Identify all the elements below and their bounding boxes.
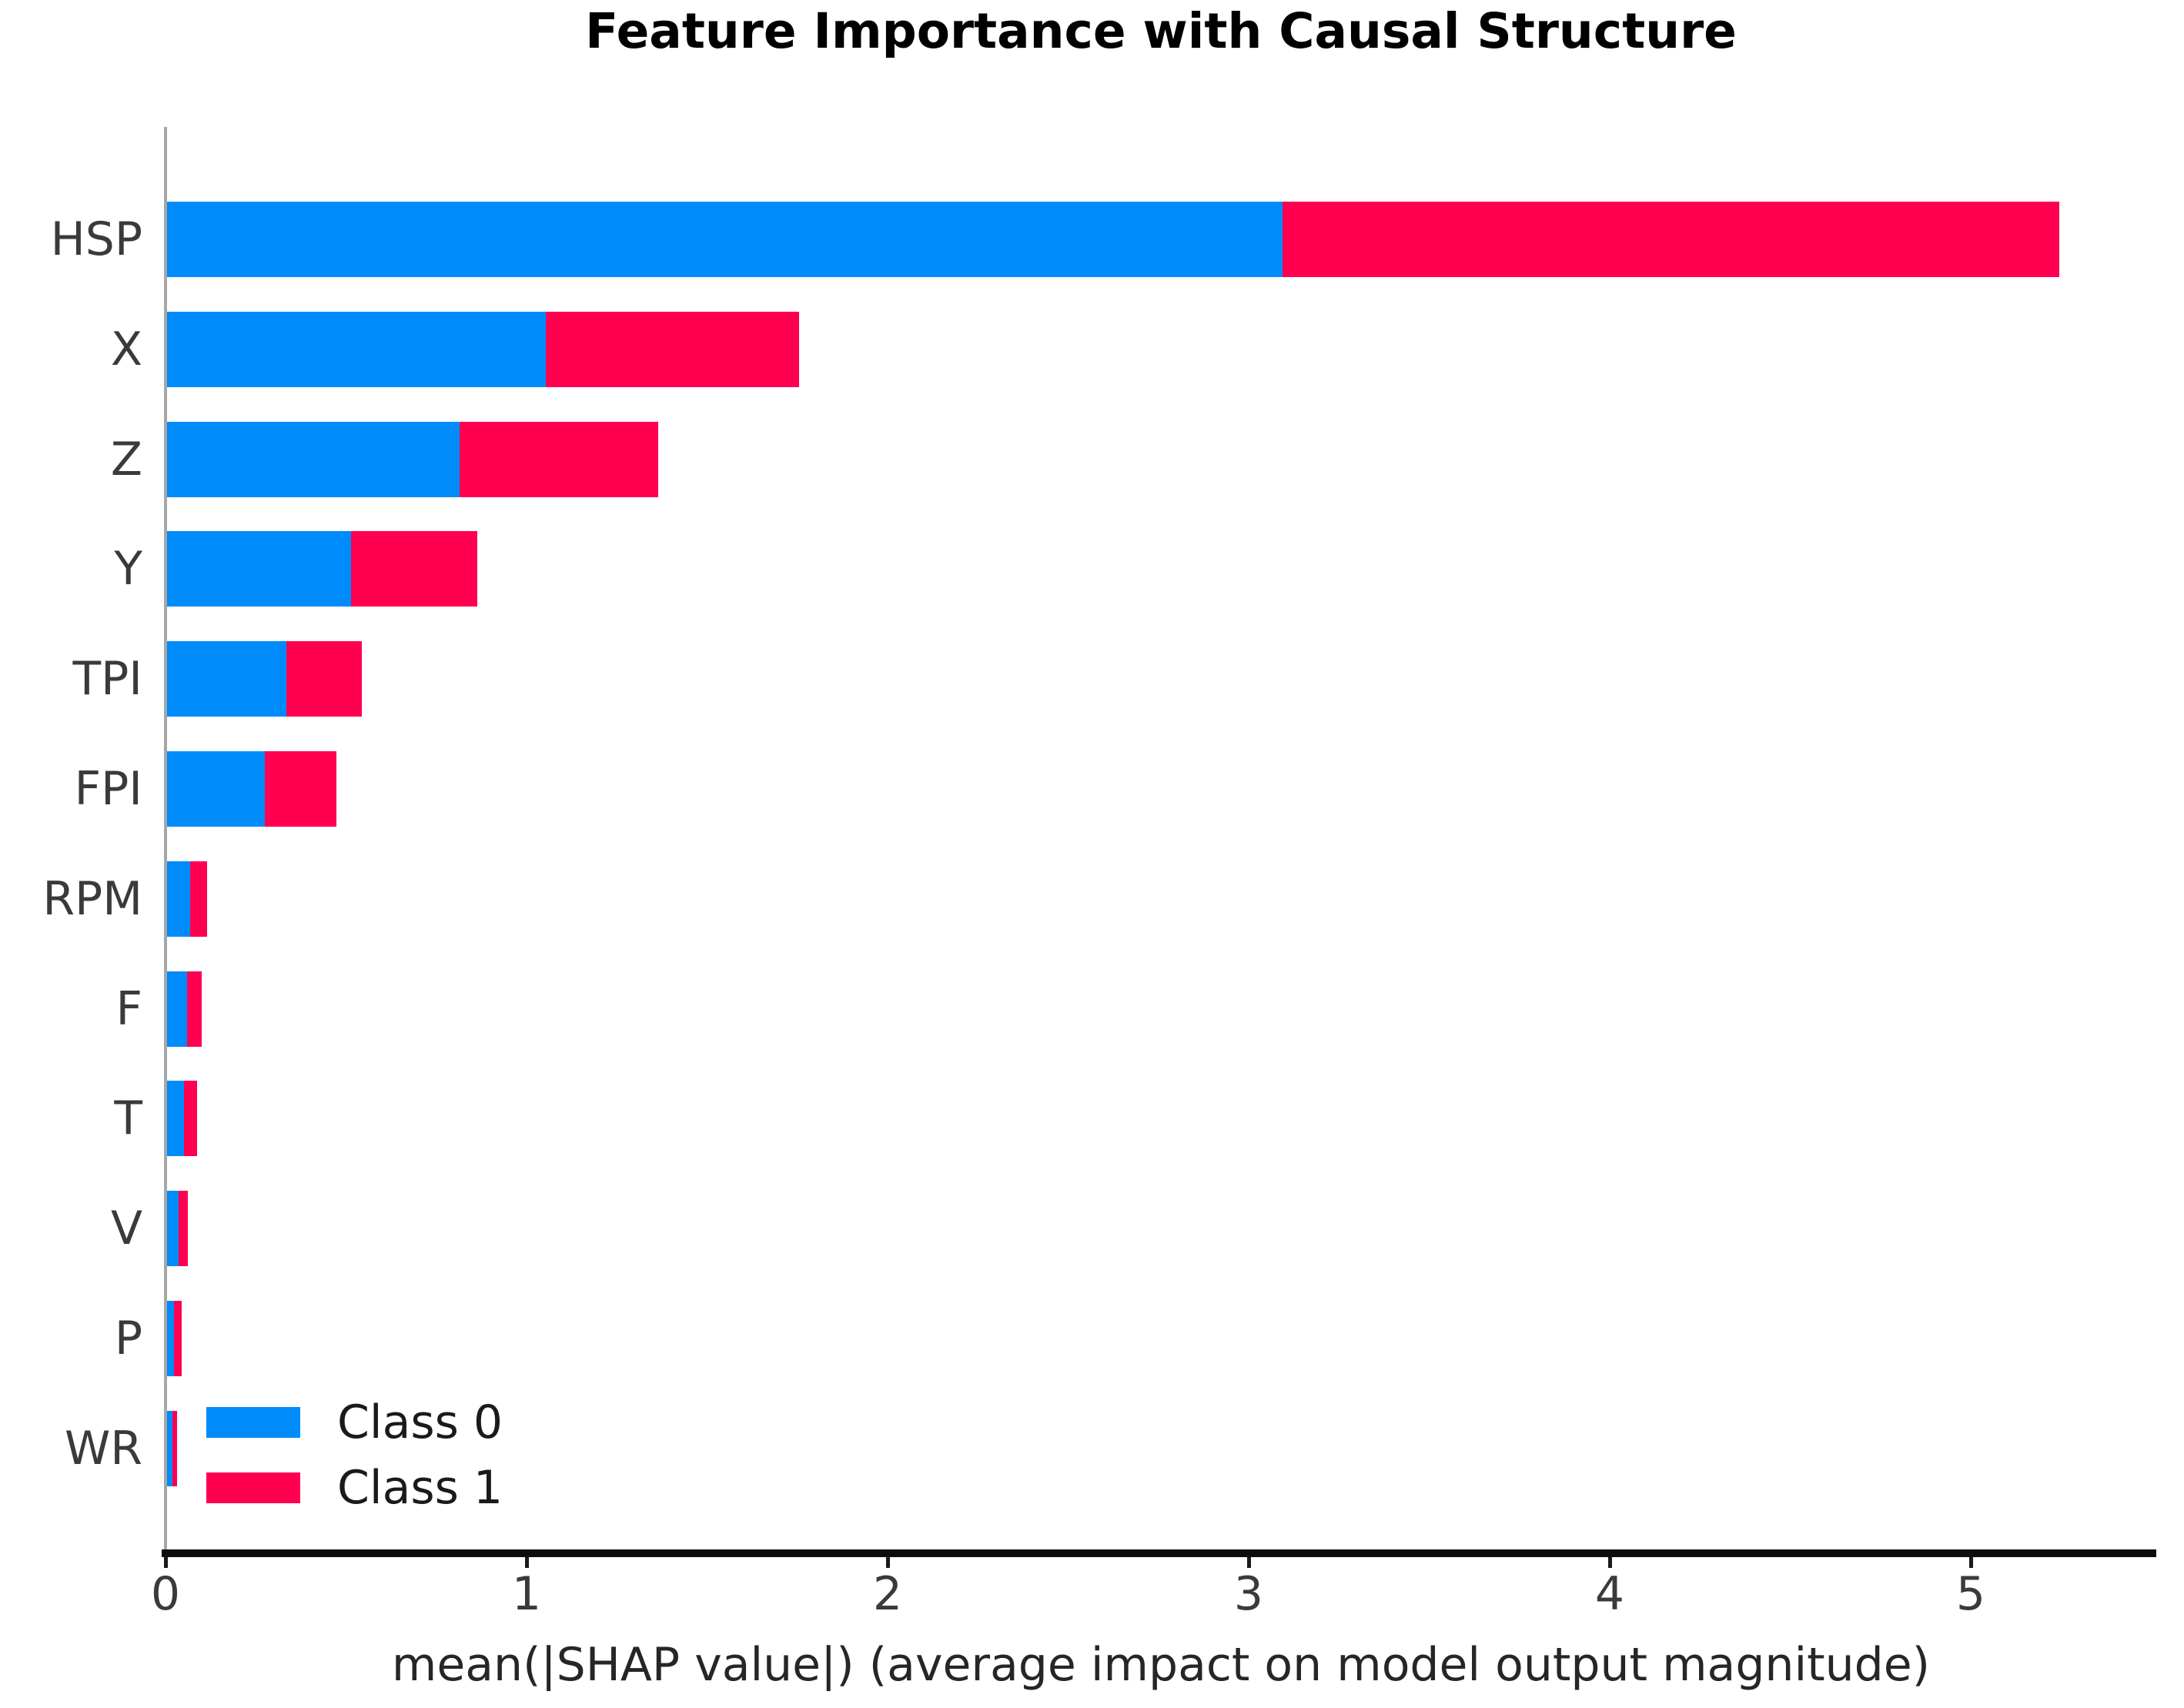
bar-segment-class1-v [179, 1191, 189, 1267]
category-label-z: Z [110, 432, 142, 486]
category-label-p: P [114, 1312, 142, 1365]
bar-segment-class0-p [167, 1301, 175, 1376]
category-label-wr: WR [64, 1421, 142, 1476]
category-label-tpi: TPI [72, 652, 142, 707]
x-tick-label-2: 2 [872, 1567, 903, 1621]
bar-segment-class1-f [186, 971, 202, 1047]
bar-segment-class0-wr [167, 1410, 173, 1486]
category-label-rpm: RPM [42, 871, 142, 926]
x-axis-spine [162, 1549, 2156, 1557]
bar-segment-class0-y [167, 531, 352, 607]
x-axis-label: mean(|SHAP value|) (average impact on mo… [391, 1638, 1931, 1692]
category-label-fpi: FPI [74, 762, 142, 816]
x-tick-label-5: 5 [1955, 1567, 1986, 1621]
legend-item-1: Class 1 [206, 1455, 503, 1520]
x-tick-label-4: 4 [1594, 1567, 1625, 1621]
y-axis-spine [164, 127, 167, 1549]
x-tick-label-0: 0 [150, 1567, 181, 1621]
x-tick-label-3: 3 [1233, 1567, 1264, 1621]
bar-segment-class1-t [183, 1081, 198, 1157]
legend-swatch-class-1 [206, 1472, 300, 1503]
bar-segment-class0-v [167, 1191, 179, 1267]
legend: Class 0 Class 1 [206, 1389, 503, 1520]
bar-segment-class0-tpi [167, 641, 286, 717]
bar-segment-class1-hsp [1283, 202, 2059, 277]
category-label-v: V [110, 1202, 142, 1256]
bar-segment-class0-rpm [167, 861, 191, 937]
legend-swatch-class-0 [206, 1406, 300, 1438]
bar-segment-class0-z [167, 421, 460, 497]
legend-label-class-1: Class 1 [337, 1460, 503, 1515]
bar-segment-class1-wr [172, 1410, 178, 1486]
bar-segment-class0-fpi [167, 751, 265, 827]
x-tick-label-1: 1 [511, 1567, 542, 1621]
bar-segment-class1-p [174, 1301, 182, 1376]
x-tick-3 [1246, 1557, 1251, 1568]
bar-segment-class0-f [167, 971, 187, 1047]
chart-title: Feature Importance with Causal Structure [585, 3, 1737, 59]
bar-segment-class0-t [167, 1081, 184, 1157]
legend-item-0: Class 0 [206, 1389, 503, 1455]
bar-segment-class0-x [167, 311, 547, 387]
x-tick-4 [1607, 1557, 1612, 1568]
legend-label-class-0: Class 0 [337, 1395, 503, 1449]
x-tick-0 [163, 1557, 168, 1568]
category-label-y: Y [114, 542, 142, 597]
x-tick-5 [1968, 1557, 1973, 1568]
x-tick-1 [524, 1557, 529, 1568]
bar-segment-class1-y [351, 531, 478, 607]
category-label-hsp: HSP [50, 212, 142, 266]
category-label-f: F [115, 981, 142, 1036]
bar-segment-class1-z [459, 421, 658, 497]
bar-segment-class1-tpi [286, 641, 363, 717]
bar-segment-class1-fpi [264, 751, 337, 827]
bar-segment-class1-rpm [190, 861, 207, 937]
category-label-t: T [114, 1091, 142, 1146]
category-label-x: X [110, 322, 142, 376]
bar-segment-class1-x [546, 311, 799, 387]
bar-segment-class0-hsp [167, 202, 1283, 277]
x-tick-2 [885, 1557, 890, 1568]
